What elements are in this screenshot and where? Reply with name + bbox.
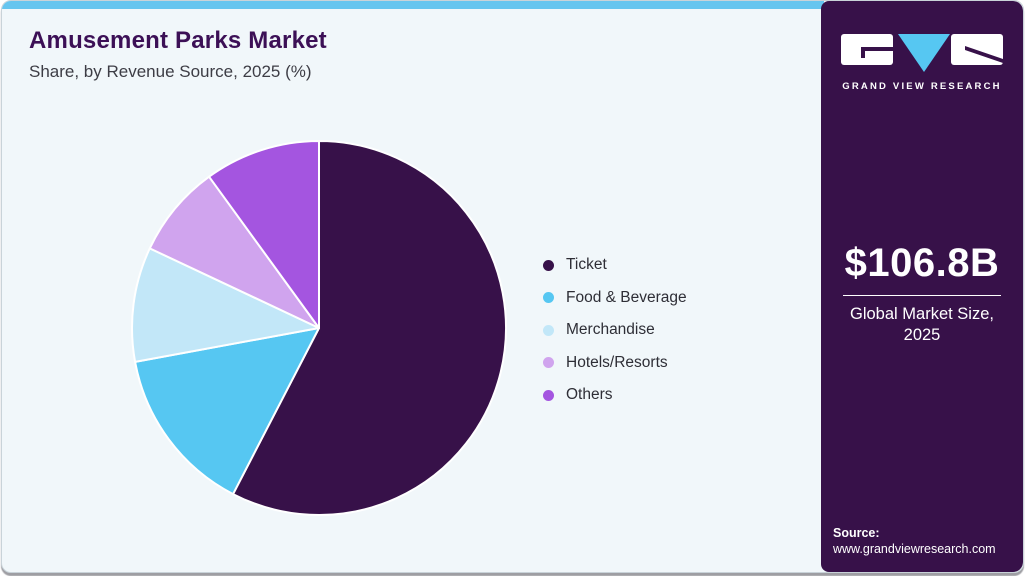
top-accent-bar <box>2 1 824 9</box>
sidebar: GRAND VIEW RESEARCH $106.8B Global Marke… <box>821 1 1023 572</box>
header: Amusement Parks Market Share, by Revenue… <box>29 27 327 82</box>
pie-chart-container <box>129 138 509 518</box>
legend-label: Merchandise <box>566 321 655 339</box>
brand-name: GRAND VIEW RESEARCH <box>842 81 1002 92</box>
legend-swatch-icon <box>543 324 554 336</box>
pie-slice-hotels-resorts <box>148 175 320 329</box>
legend-label: Food & Beverage <box>566 288 687 306</box>
pie-slice-others <box>208 140 320 329</box>
pie-slice-ticket <box>232 140 508 516</box>
gvr-logo-icon <box>841 34 1003 72</box>
pie-slice-food-beverage <box>134 327 320 496</box>
legend-label: Hotels/Resorts <box>566 353 668 371</box>
market-size-label: Global Market Size, 2025 <box>821 304 1023 346</box>
legend-swatch-icon <box>543 389 554 401</box>
source-url: www.grandviewresearch.com <box>833 542 996 556</box>
source-block: Source: www.grandviewresearch.com <box>833 526 996 556</box>
legend-item: Hotels/Resorts <box>543 347 687 380</box>
market-size-block: $106.8B Global Market Size, 2025 <box>821 241 1023 346</box>
market-size-value: $106.8B <box>844 241 1000 285</box>
legend-item: Food & Beverage <box>543 282 687 315</box>
legend-label: Ticket <box>566 256 607 274</box>
page-subtitle: Share, by Revenue Source, 2025 (%) <box>29 62 312 81</box>
legend-item: Others <box>543 379 687 412</box>
legend: Ticket Food & Beverage Merchandise Hotels/R… <box>543 249 687 412</box>
page-title: Amusement Parks Market <box>29 27 327 54</box>
legend-item: Merchandise <box>543 314 687 347</box>
legend-swatch-icon <box>543 357 554 369</box>
legend-swatch-icon <box>543 292 554 304</box>
pie-slice-merchandise <box>131 247 320 363</box>
legend-label: Others <box>566 386 613 404</box>
legend-swatch-icon <box>543 259 554 271</box>
legend-item: Ticket <box>543 249 687 282</box>
pie-chart <box>131 140 508 516</box>
market-size-label-line2: 2025 <box>903 326 941 344</box>
brand-logo: GRAND VIEW RESEARCH <box>821 33 1023 92</box>
source-label: Source: <box>833 526 880 540</box>
divider <box>843 295 1001 296</box>
market-size-label-line1: Global Market Size, <box>850 305 994 323</box>
